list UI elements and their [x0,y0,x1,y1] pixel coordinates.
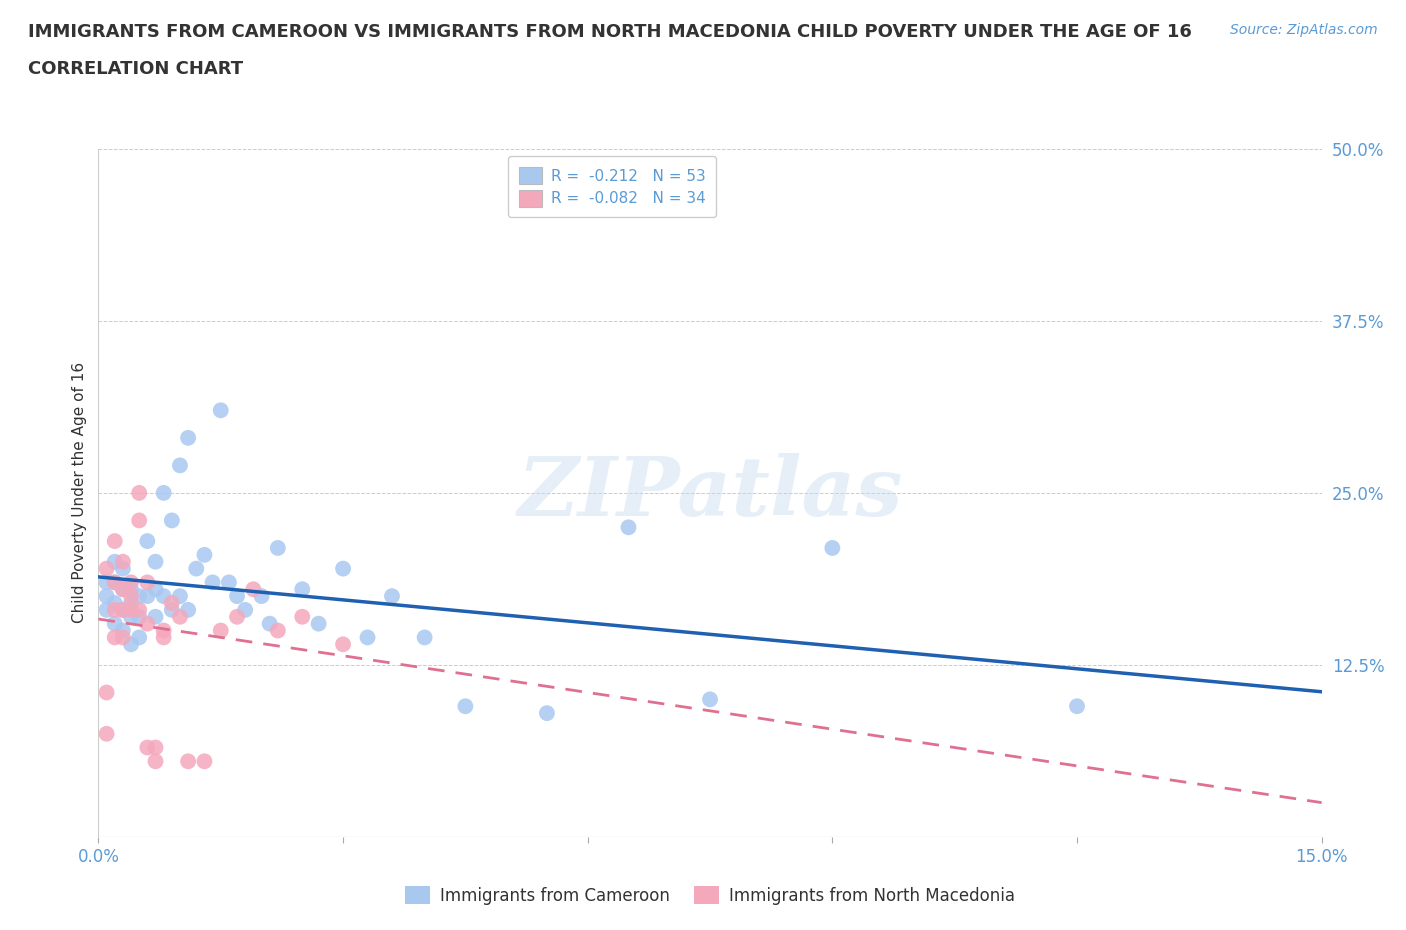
Point [242,582,264,597]
Point [136,740,159,755]
Point [250,589,273,604]
Point [617,520,640,535]
Point [152,623,174,638]
Point [308,617,330,631]
Point [120,637,142,652]
Point [356,630,378,644]
Point [111,582,134,597]
Point [226,589,249,604]
Point [128,609,150,624]
Point [111,630,134,644]
Point [160,513,183,528]
Point [128,630,150,644]
Legend: Immigrants from Cameroon, Immigrants from North Macedonia: Immigrants from Cameroon, Immigrants fro… [398,880,1022,911]
Point [226,609,249,624]
Point [104,534,127,549]
Point [381,589,404,604]
Point [111,554,134,569]
Point [145,554,167,569]
Point [145,582,167,597]
Point [193,548,215,563]
Point [169,458,191,472]
Point [120,595,142,610]
Point [111,582,134,597]
Point [120,575,142,590]
Point [160,595,183,610]
Point [145,754,167,769]
Point [128,603,150,618]
Text: ZIPatlas: ZIPatlas [517,453,903,533]
Text: IMMIGRANTS FROM CAMEROON VS IMMIGRANTS FROM NORTH MACEDONIA CHILD POVERTY UNDER : IMMIGRANTS FROM CAMEROON VS IMMIGRANTS F… [28,23,1192,41]
Point [291,609,314,624]
Point [111,561,134,576]
Point [699,692,721,707]
Point [152,485,174,500]
Point [96,685,118,700]
Point [177,603,200,618]
Point [128,513,150,528]
Point [413,630,436,644]
Point [120,603,142,618]
Point [96,575,118,590]
Point [821,540,844,555]
Point [136,589,159,604]
Point [177,431,200,445]
Point [145,740,167,755]
Point [177,754,200,769]
Point [267,623,290,638]
Point [136,575,159,590]
Point [1066,698,1088,713]
Point [128,589,150,604]
Point [160,603,183,618]
Point [193,754,215,769]
Y-axis label: Child Poverty Under the Age of 16: Child Poverty Under the Age of 16 [72,363,87,623]
Point [218,575,240,590]
Point [136,617,159,631]
Point [186,561,208,576]
Text: Source: ZipAtlas.com: Source: ZipAtlas.com [1230,23,1378,37]
Point [169,589,191,604]
Point [104,617,127,631]
Point [152,589,174,604]
Point [209,403,232,418]
Point [136,534,159,549]
Point [96,603,118,618]
Point [291,582,314,597]
Point [111,623,134,638]
Point [111,603,134,618]
Point [104,603,127,618]
Point [111,603,134,618]
Point [169,609,191,624]
Point [152,630,174,644]
Point [104,554,127,569]
Point [96,561,118,576]
Text: CORRELATION CHART: CORRELATION CHART [28,60,243,78]
Point [104,595,127,610]
Point [259,617,281,631]
Point [104,575,127,590]
Point [209,623,232,638]
Point [332,561,354,576]
Point [120,582,142,597]
Point [104,630,127,644]
Point [233,603,256,618]
Point [332,637,354,652]
Point [201,575,224,590]
Point [96,726,118,741]
Point [120,589,142,604]
Point [120,609,142,624]
Point [536,706,558,721]
Point [104,575,127,590]
Point [128,485,150,500]
Point [454,698,477,713]
Point [145,609,167,624]
Point [267,540,290,555]
Point [96,589,118,604]
